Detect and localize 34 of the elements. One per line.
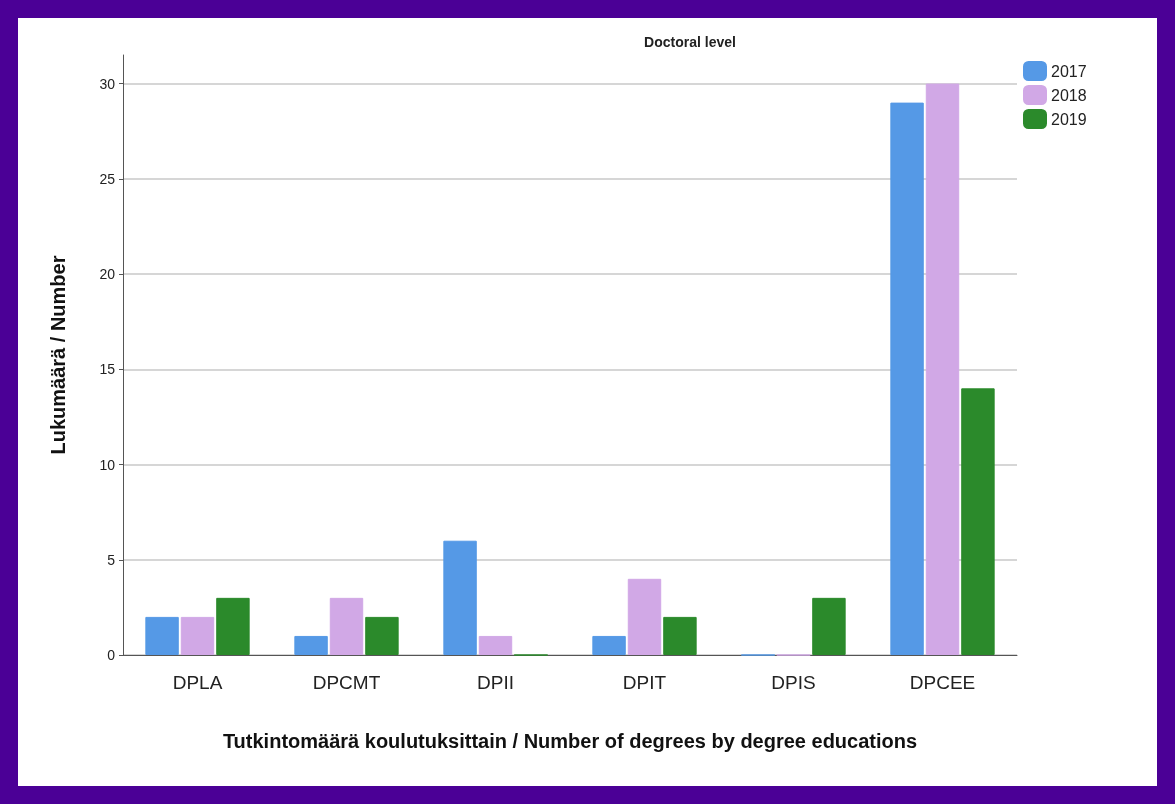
bar	[478, 635, 513, 655]
x-tick-label: DPII	[477, 672, 514, 693]
x-tick-label: DPIS	[771, 672, 816, 693]
y-tick-label: 15	[99, 361, 116, 378]
bar	[961, 388, 995, 655]
bar	[812, 597, 846, 655]
x-tick-label: DPCEE	[909, 672, 976, 693]
bar	[216, 597, 250, 655]
bar	[145, 616, 179, 655]
bar	[627, 578, 662, 655]
y-tick-label: 30	[99, 75, 116, 92]
legend-label: 2017	[1051, 62, 1087, 80]
x-tick-label: DPIT	[622, 672, 667, 693]
y-tick-label: 0	[107, 647, 116, 663]
bar	[180, 616, 215, 655]
bar	[365, 616, 399, 655]
bar	[294, 635, 328, 655]
x-axis-title: Tutkintomäärä koulutuksittain / Number of degrees by degree educations	[222, 730, 918, 752]
legend-label: 2019	[1051, 110, 1087, 128]
y-tick-label: 10	[99, 456, 116, 473]
legend-label: 2018	[1051, 86, 1087, 104]
x-tick-label: DPCMT	[312, 672, 381, 693]
bar	[663, 616, 697, 655]
y-tick-label: 20	[99, 266, 116, 283]
y-tick-label: 25	[99, 170, 116, 187]
y-tick-label: 5	[107, 551, 116, 568]
bar	[592, 635, 626, 655]
bar	[925, 83, 960, 655]
bar	[443, 540, 477, 655]
chart-title: Doctoral level	[644, 34, 736, 50]
y-axis-title: Lukumäärä / Number	[47, 255, 69, 455]
bar	[329, 597, 364, 655]
x-tick-label: DPLA	[172, 672, 223, 693]
bar	[890, 102, 924, 655]
